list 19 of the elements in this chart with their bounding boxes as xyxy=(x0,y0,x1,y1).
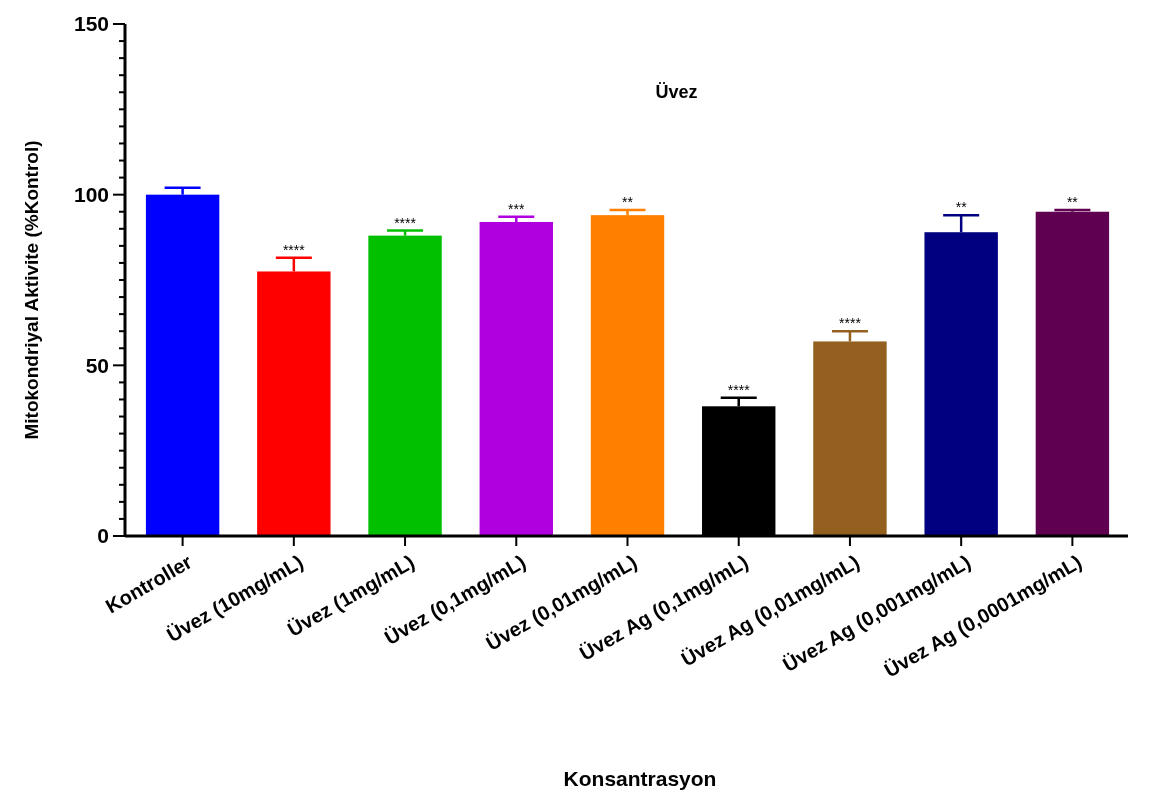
y-axis-title: Mitokondriyal Aktivite (%Kontrol) xyxy=(21,140,42,440)
annotation: **** xyxy=(282,241,306,258)
y-tick-label: 50 xyxy=(85,353,109,377)
x-axis-title: Konsantrasyon xyxy=(563,767,717,790)
bar xyxy=(479,221,553,536)
y-tick-label: 150 xyxy=(73,12,109,36)
annotation: *** xyxy=(508,200,525,217)
bar xyxy=(368,235,442,536)
y-tick-label: 100 xyxy=(73,183,109,207)
annotation: **** xyxy=(394,214,417,231)
annotation: **** xyxy=(727,381,751,398)
y-tick-label: 0 xyxy=(97,524,109,548)
bar xyxy=(590,215,665,536)
annotation: **** xyxy=(839,315,862,332)
annotation: ** xyxy=(622,194,634,211)
text: Üvez xyxy=(655,82,698,102)
annotation: ** xyxy=(1066,194,1079,211)
annotation: ** xyxy=(955,199,968,216)
bar xyxy=(1035,211,1110,536)
